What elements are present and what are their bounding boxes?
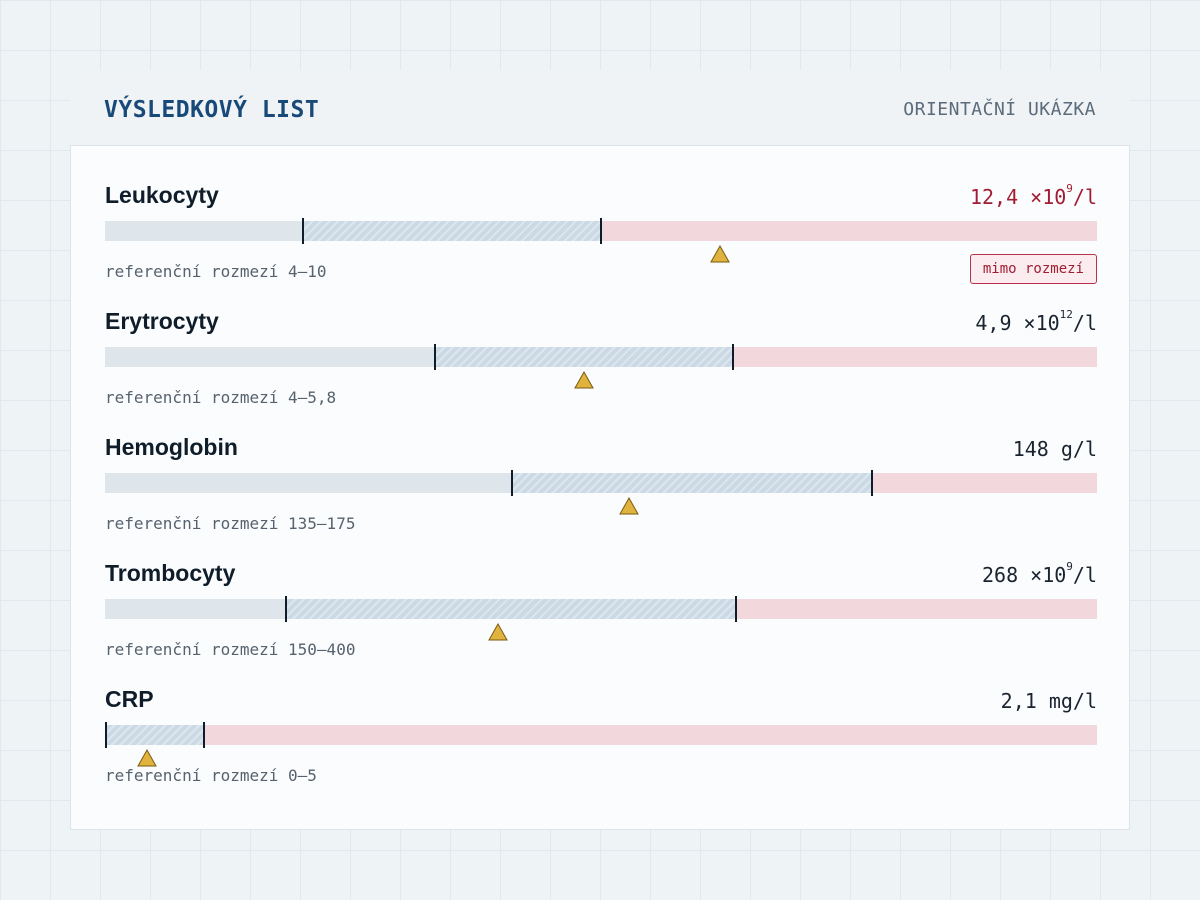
page-subtitle: ORIENTAČNÍ UKÁZKA <box>903 99 1096 120</box>
sheet-header: VÝSLEDKOVÝ LIST ORIENTAČNÍ UKÁZKA <box>70 70 1130 145</box>
value-marker-icon <box>710 245 730 263</box>
range-track <box>105 470 1097 496</box>
ref-high-tick <box>731 344 734 370</box>
ref-low-tick <box>434 344 437 370</box>
below-range-segment <box>105 599 286 619</box>
result-name: Erytrocyty <box>105 308 219 334</box>
result-row-hemoglobin: Hemoglobin 148 g/l referenční rozmezí 13… <box>105 434 1097 554</box>
below-range-segment <box>105 473 512 493</box>
result-row-erytrocyty: Erytrocyty 4,9 ×1012/l referenční rozmez… <box>105 308 1097 428</box>
page-title: VÝSLEDKOVÝ LIST <box>104 97 320 123</box>
result-name: Leukocyty <box>105 182 219 208</box>
range-track <box>105 596 1097 622</box>
below-range-segment <box>105 221 304 241</box>
reference-range-segment <box>105 725 205 745</box>
reference-range-segment <box>303 221 601 241</box>
reference-range-label: referenční rozmezí 150–400 <box>105 640 356 659</box>
result-row-crp: CRP 2,1 mg/l referenční rozmezí 0–5 <box>105 686 1097 806</box>
ref-low-tick <box>302 218 305 244</box>
reference-range-segment <box>285 599 736 619</box>
ref-high-tick <box>203 722 206 748</box>
range-track <box>105 722 1097 748</box>
reference-range-label: referenční rozmezí 135–175 <box>105 514 356 533</box>
below-range-segment <box>105 347 436 367</box>
reference-range-segment <box>435 347 733 367</box>
result-value: 4,9 ×1012/l <box>975 308 1097 335</box>
ref-low-tick <box>284 596 287 622</box>
result-row-trombocyty: Trombocyty 268 ×109/l referenční rozmezí… <box>105 560 1097 680</box>
out-of-range-badge: mimo rozmezí <box>969 254 1097 284</box>
result-name: Hemoglobin <box>105 434 238 460</box>
value-marker-icon <box>618 497 639 515</box>
result-sheet: VÝSLEDKOVÝ LIST ORIENTAČNÍ UKÁZKA Leukoc… <box>70 70 1130 830</box>
ref-high-tick <box>734 596 737 622</box>
value-marker-icon <box>487 623 508 641</box>
reference-range-label: referenční rozmezí 4–5,8 <box>105 388 337 407</box>
ref-low-tick <box>510 470 513 496</box>
value-marker-icon <box>136 749 157 767</box>
reference-range-label: referenční rozmezí 4–10 <box>105 262 327 281</box>
result-value: 12,4 ×109/l <box>969 182 1097 209</box>
reference-range-segment <box>511 473 872 493</box>
ref-low-tick <box>105 722 107 748</box>
result-name: Trombocyty <box>105 560 236 586</box>
results-panel: Leukocyty 12,4 ×109/l referenční rozmezí… <box>70 145 1130 830</box>
reference-range-label: referenční rozmezí 0–5 <box>105 766 317 785</box>
result-value: 2,1 mg/l <box>1000 689 1097 713</box>
ref-high-tick <box>600 218 602 244</box>
range-track <box>105 218 1097 244</box>
result-value: 268 ×109/l <box>981 560 1097 587</box>
result-value: 148 g/l <box>1012 437 1097 461</box>
value-marker-icon <box>574 371 594 389</box>
result-row-leukocyty: Leukocyty 12,4 ×109/l referenční rozmezí… <box>105 182 1097 302</box>
ref-high-tick <box>870 470 873 496</box>
result-name: CRP <box>105 686 154 712</box>
range-track <box>105 344 1097 370</box>
